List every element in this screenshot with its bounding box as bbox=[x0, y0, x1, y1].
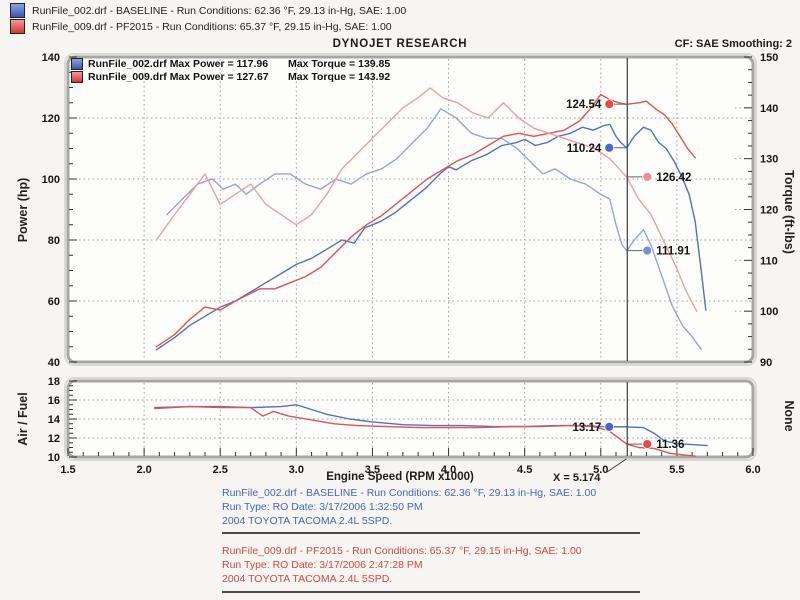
power-tick-label: 140 bbox=[42, 52, 60, 64]
rpm-tick-label: 1.5 bbox=[60, 464, 75, 476]
airfuel-axis-title: Air / Fuel bbox=[16, 392, 30, 446]
airfuel-tick-label: 10 bbox=[48, 452, 60, 464]
footer-separator bbox=[222, 532, 640, 534]
airfuel-tick-label: 12 bbox=[48, 433, 60, 445]
torque-tick-label: 110 bbox=[760, 255, 778, 267]
baseline-max-torque-label: Max Torque = 139.85 bbox=[288, 58, 391, 70]
cursor-marker-dot bbox=[604, 142, 615, 153]
curve-runfile-002-drf-baseline-power bbox=[155, 123, 707, 351]
torque-tick-label: 150 bbox=[760, 52, 778, 64]
curve-runfile-002-drf-baseline-torque bbox=[166, 108, 702, 350]
rpm-tick-label: 4.0 bbox=[441, 464, 456, 476]
none-axis-title: None bbox=[782, 400, 796, 432]
airfuel-tick-label: 16 bbox=[48, 395, 60, 407]
baseline-swatch-icon bbox=[71, 58, 83, 70]
torque-tick-label: 140 bbox=[760, 103, 778, 115]
airfuel-tick-label: 18 bbox=[48, 376, 60, 388]
rpm-tick-label: 3.0 bbox=[289, 464, 304, 476]
baseline-color-swatch bbox=[10, 3, 25, 18]
cursor-x-label: X = 5.174 bbox=[553, 472, 601, 484]
rpm-tick-label: 2.5 bbox=[213, 464, 228, 476]
top-legend-row-pf2015: RunFile_009.drf - PF2015 - Run Condition… bbox=[10, 19, 392, 34]
x-axis-title: Engine Speed (RPM x1000) bbox=[326, 471, 474, 483]
power-tick-label: 60 bbox=[48, 296, 60, 308]
power-axis-title: Power (hp) bbox=[16, 177, 30, 243]
plot-legend-row-pf2015: RunFile_009.drf Max Power = 127.67 Max T… bbox=[71, 71, 390, 83]
curve-runfile-009-drf-pf2015-power bbox=[155, 93, 696, 348]
cursor-marker-value: 11.36 bbox=[656, 439, 684, 451]
power-tick-label: 100 bbox=[42, 174, 60, 186]
cursor-marker-dot bbox=[604, 421, 615, 432]
power-tick-label: 120 bbox=[42, 113, 60, 125]
rpm-tick-label: 3.5 bbox=[365, 464, 380, 476]
torque-axis-title: Torque (ft-lbs) bbox=[782, 170, 796, 254]
run-info-line: 2004 TOYOTA TACOMA 2.4L 5SPD. bbox=[222, 514, 393, 527]
curve-runfile-009-drf-pf2015-torque bbox=[155, 87, 698, 312]
top-legend-text: RunFile_002.drf - BASELINE - Run Conditi… bbox=[32, 4, 407, 17]
cursor-marker-value: 126.42 bbox=[656, 172, 691, 184]
top-legend-row-baseline: RunFile_002.drf - BASELINE - Run Conditi… bbox=[10, 3, 406, 18]
main-panel-bevel bbox=[64, 53, 757, 366]
footer-run-info-pf2015: RunFile_009.drf - PF2015 - Run Condition… bbox=[222, 545, 582, 586]
cursor-marker-dot bbox=[642, 439, 653, 449]
baseline-max-power-label: RunFile_002.drf Max Power = 117.96 bbox=[88, 58, 269, 70]
pf2015-color-swatch bbox=[10, 19, 25, 34]
footer-run-info-baseline: RunFile_002.drf - BASELINE - Run Conditi… bbox=[222, 487, 596, 528]
torque-tick-label: 120 bbox=[760, 205, 778, 217]
power-tick-label: 80 bbox=[48, 235, 60, 247]
cursor-marker-value: 13.17 bbox=[572, 422, 601, 434]
cursor-marker-value: 111.91 bbox=[656, 246, 691, 258]
pf2015-swatch-icon bbox=[71, 71, 83, 83]
chart-title: DYNOJET RESEARCH bbox=[332, 38, 468, 50]
cursor-marker-dot bbox=[604, 99, 615, 110]
rpm-tick-label: 5.5 bbox=[669, 464, 684, 476]
main-panel-border bbox=[66, 55, 755, 364]
power-tick-label: 40 bbox=[48, 357, 60, 369]
af-panel-border bbox=[66, 379, 755, 459]
pf2015-max-power-label: RunFile_009.drf Max Power = 127.67 bbox=[88, 71, 269, 83]
cursor-marker-value: 110.24 bbox=[567, 143, 602, 155]
cursor-marker-value: 124.54 bbox=[566, 99, 602, 111]
plot-legend-row-baseline: RunFile_002.drf Max Power = 117.96 Max T… bbox=[71, 58, 390, 70]
cursor-label-leader bbox=[606, 458, 627, 473]
run-info-line: Run Type: RO Date: 3/17/2006 1:32:50 PM bbox=[222, 500, 423, 513]
footer-separator bbox=[222, 591, 640, 593]
torque-tick-label: 100 bbox=[760, 306, 778, 318]
curve-runfile-002-drf-baseline-af bbox=[154, 404, 708, 447]
rpm-tick-label: 5.0 bbox=[593, 464, 608, 476]
run-info-line: RunFile_009.drf - PF2015 - Run Condition… bbox=[222, 545, 582, 557]
curve-runfile-009-drf-pf2015-af bbox=[154, 405, 696, 457]
rpm-tick-label: 4.5 bbox=[517, 464, 532, 476]
cursor-marker-dot bbox=[642, 245, 653, 256]
run-info-line: RunFile_002.drf - BASELINE - Run Conditi… bbox=[222, 487, 597, 499]
run-info-line: 2004 TOYOTA TACOMA 2.4L 5SPD. bbox=[222, 572, 393, 585]
af-panel-bevel bbox=[64, 377, 757, 461]
pf2015-max-torque-label: Max Torque = 143.92 bbox=[288, 71, 391, 83]
torque-tick-label: 90 bbox=[760, 357, 772, 369]
airfuel-tick-label: 14 bbox=[48, 414, 61, 426]
torque-tick-label: 130 bbox=[760, 154, 778, 166]
rpm-tick-label: 6.0 bbox=[745, 464, 760, 476]
run-info-line: Run Type: RO Date: 3/17/2006 2:47:28 PM bbox=[222, 558, 423, 571]
rpm-tick-label: 2.0 bbox=[136, 464, 151, 476]
top-legend-text: RunFile_009.drf - PF2015 - Run Condition… bbox=[32, 20, 392, 33]
cf-smoothing-label: CF: SAE Smoothing: 2 bbox=[674, 38, 792, 50]
cursor-marker-dot bbox=[642, 171, 653, 182]
